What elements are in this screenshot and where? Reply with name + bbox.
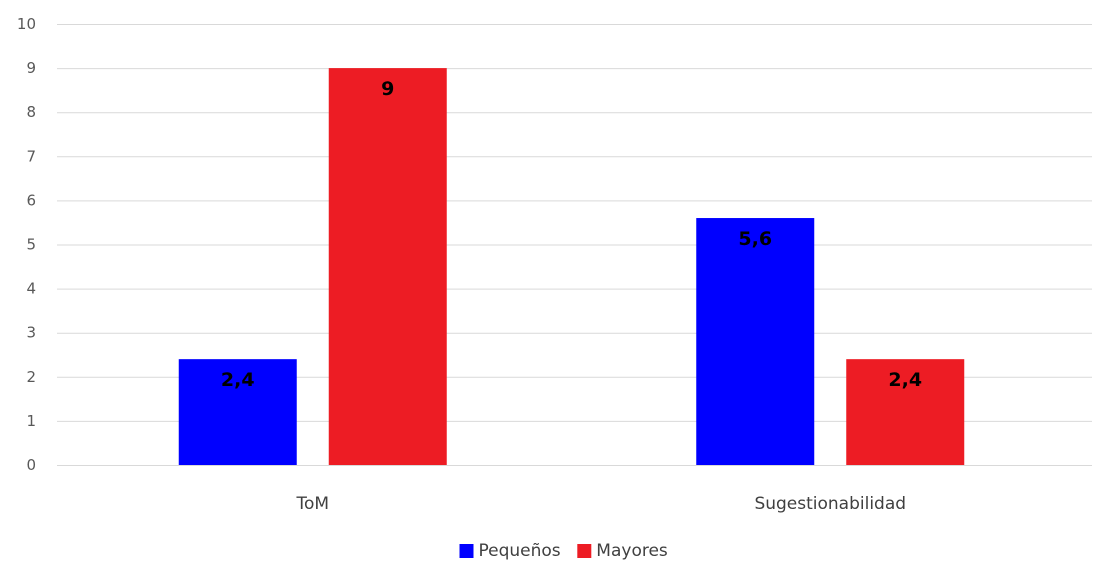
y-tick-label: 10	[17, 15, 36, 33]
data-label: 5,6	[738, 228, 772, 250]
category-label: Sugestionabilidad	[754, 494, 906, 514]
y-tick-label: 9	[26, 59, 36, 77]
data-label: 9	[381, 78, 394, 100]
category-label: ToM	[295, 494, 329, 514]
y-tick-label: 4	[26, 280, 36, 298]
data-label: 2,4	[221, 369, 255, 391]
data-label: 2,4	[888, 369, 922, 391]
y-axis-ticks: 0 1 2 3 4 5 6 7 8 9 10	[17, 15, 36, 474]
y-tick-label: 3	[26, 324, 36, 342]
legend: Pequeños Mayores	[459, 541, 668, 561]
y-tick-label: 1	[26, 412, 36, 430]
bars	[178, 68, 965, 465]
bar-pequeños-sugestionabilidad	[696, 218, 815, 465]
y-tick-label: 0	[26, 456, 36, 474]
y-tick-label: 2	[26, 368, 36, 386]
y-tick-label: 8	[26, 103, 36, 121]
legend-swatch	[577, 544, 592, 558]
bar-mayores-tom	[328, 68, 447, 465]
data-labels: 2,4 9 5,6 2,4	[221, 78, 922, 391]
legend-label: Pequeños	[479, 541, 561, 561]
y-tick-label: 7	[26, 147, 36, 165]
legend-label: Mayores	[596, 541, 668, 561]
bar-pequeños-tom	[178, 359, 297, 465]
y-tick-label: 6	[26, 191, 36, 209]
category-labels: ToM Sugestionabilidad	[295, 494, 906, 514]
legend-swatch	[459, 544, 474, 558]
y-tick-label: 5	[26, 236, 36, 254]
bar-mayores-sugestionabilidad	[846, 359, 965, 465]
